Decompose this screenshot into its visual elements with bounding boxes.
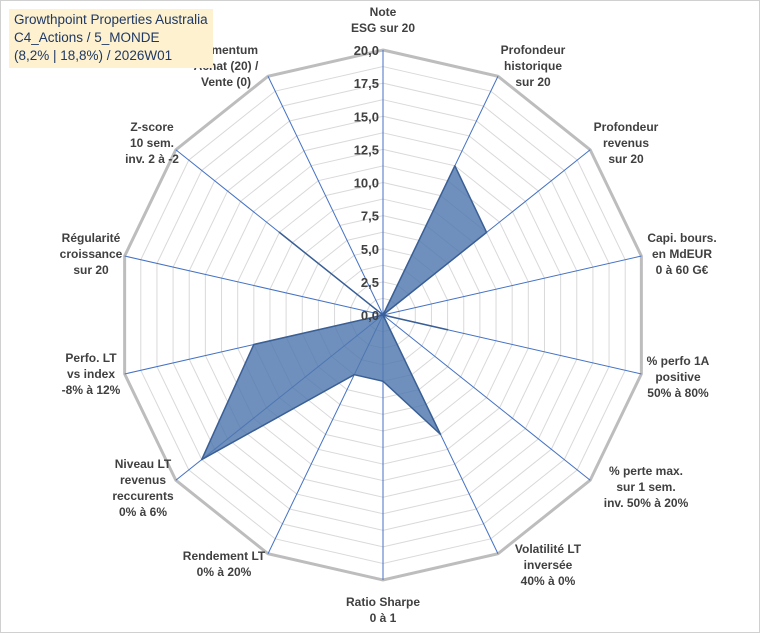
axis-label: Rendement LT 0% à 20% xyxy=(182,549,266,579)
chart-title-box: Growthpoint Properties Australia C4_Acti… xyxy=(9,9,213,68)
axis-label: Ratio Sharpe 0 à 1 xyxy=(345,595,421,625)
tick-label: 15,0 xyxy=(354,109,379,124)
chart-title-line1: Growthpoint Properties Australia xyxy=(14,12,208,27)
axis-label: Note ESG sur 20 xyxy=(350,5,416,35)
tick-label: 2,5 xyxy=(361,275,379,290)
tick-label: 17,5 xyxy=(354,76,379,91)
tick-label: 7,5 xyxy=(361,209,379,224)
axis-spoke xyxy=(382,255,642,316)
axis-spoke xyxy=(382,314,591,481)
axis-spoke xyxy=(124,255,384,316)
tick-label: 0,0 xyxy=(361,308,379,323)
axis-label: Volatilité LT inversée 40% à 0% xyxy=(514,542,582,588)
axis-label: % perfo 1A positive 50% à 80% xyxy=(646,354,710,400)
radar-ticks: 0,0 2,5 5,0 7,5 10,0 12,5 15,0 17,5 20,0 xyxy=(354,43,379,323)
axis-label: Capi. bours. en MdEUR 0 à 60 G€ xyxy=(647,231,717,277)
axis-label: Z-score 10 sem. inv. 2 à -2 xyxy=(125,120,179,166)
axis-label: Niveau LT revenus reccurents 0% à 6% xyxy=(112,457,174,519)
axis-label: Profondeur historique sur 20 xyxy=(500,43,566,89)
chart-title-line2: C4_Actions / 5_MONDE xyxy=(14,30,160,45)
axis-label: Régularité croissance sur 20 xyxy=(59,231,123,277)
axis-label: Perfo. LT vs index -8% à 12% xyxy=(61,351,121,397)
radar-series xyxy=(200,165,488,461)
series-area xyxy=(200,165,488,461)
chart-title-line3: (8,2% | 18,8%) / 2026W01 xyxy=(14,48,173,63)
axis-spoke xyxy=(267,76,384,316)
tick-label: 10,0 xyxy=(354,176,379,191)
tick-label: 5,0 xyxy=(361,242,379,257)
axis-label: Profondeur revenus sur 20 xyxy=(593,120,659,166)
tick-label: 20,0 xyxy=(354,43,379,58)
axis-label: % perte max. sur 1 sem. inv. 50% à 20% xyxy=(603,464,689,510)
tick-label: 12,5 xyxy=(354,142,379,157)
